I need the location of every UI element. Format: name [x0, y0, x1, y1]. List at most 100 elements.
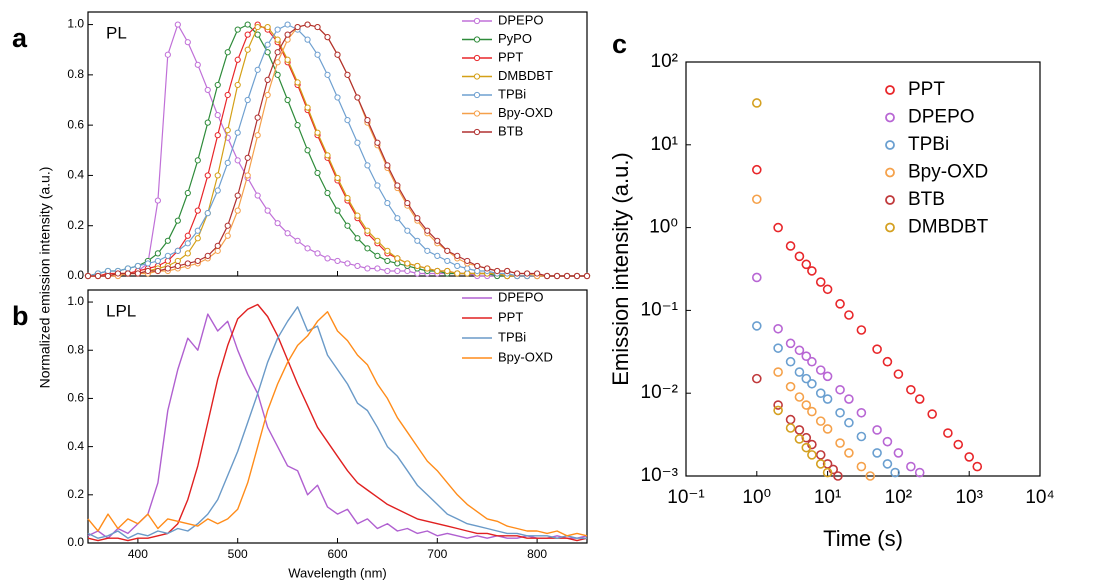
data-point: [254, 31, 261, 38]
series-line: [87, 313, 588, 539]
panel-label: a: [12, 23, 28, 53]
data-point: [801, 259, 812, 270]
y-tick-label: 0.4: [67, 439, 84, 453]
y-tick-label: 10⁻²: [641, 382, 679, 403]
y-axis-label: Emission intensity (a.u.): [608, 152, 633, 386]
data-point: [314, 250, 321, 257]
data-point: [284, 96, 291, 104]
data-point: [833, 471, 843, 481]
y-tick-label: 0.0: [67, 535, 84, 549]
data-point: [414, 215, 421, 222]
data-point: [807, 406, 817, 417]
data-point: [204, 210, 211, 217]
data-point: [927, 409, 937, 419]
data-point: [474, 262, 481, 270]
data-point: [324, 255, 331, 262]
data-point: [334, 207, 341, 214]
data-point: [244, 172, 251, 179]
data-point: [807, 266, 817, 276]
data-point: [751, 321, 762, 331]
y-tick-label: 1.0: [67, 294, 84, 308]
data-point: [244, 21, 251, 28]
data-point: [144, 267, 151, 275]
data-point: [751, 164, 762, 175]
data-point: [274, 49, 281, 56]
data-point: [194, 157, 201, 164]
data-point: [773, 400, 783, 410]
data-point: [234, 157, 241, 164]
data-point: [773, 343, 783, 353]
data-point: [364, 227, 371, 234]
data-point: [364, 162, 371, 169]
data-point: [334, 257, 341, 265]
legend-label: DMBDBT: [498, 68, 553, 83]
data-point: [394, 260, 401, 267]
data-point: [124, 270, 132, 277]
data-point: [244, 154, 251, 161]
data-point: [384, 257, 391, 265]
data-point: [815, 416, 826, 426]
data-point: [822, 467, 833, 478]
data-point: [344, 260, 351, 267]
data-point: [164, 252, 171, 259]
legend-marker: [885, 85, 895, 95]
x-tick-label: 700: [427, 547, 447, 561]
data-point: [284, 21, 291, 28]
panel-annotation: LPL: [106, 301, 136, 320]
legend-marker: [473, 73, 481, 80]
data-point: [801, 442, 812, 453]
data-point: [384, 247, 391, 254]
legend-label: DPEPO: [498, 289, 544, 304]
data-point: [224, 49, 231, 56]
data-point: [822, 371, 833, 382]
data-point: [304, 36, 311, 43]
data-point: [214, 172, 221, 179]
data-point: [354, 262, 361, 270]
data-point: [204, 172, 211, 179]
data-point: [822, 394, 833, 404]
y-tick-label: 0.8: [67, 342, 84, 356]
data-point: [424, 247, 431, 254]
data-point: [454, 252, 461, 259]
data-point: [104, 267, 112, 275]
data-point: [144, 260, 151, 267]
data-point: [304, 104, 311, 111]
data-point: [354, 212, 361, 219]
y-tick-label: 10¹: [651, 134, 678, 155]
y-tick-label: 0.4: [67, 168, 84, 182]
data-point: [234, 81, 241, 89]
data-point: [154, 250, 161, 257]
data-point: [224, 127, 231, 134]
data-point: [914, 394, 925, 404]
data-point: [164, 257, 171, 265]
data-point: [822, 284, 833, 295]
legend-label: BTB: [498, 123, 523, 138]
plot-frame: [87, 289, 588, 544]
data-point: [454, 270, 461, 277]
data-point: [324, 71, 331, 78]
data-point: [334, 51, 341, 58]
data-point: [872, 448, 882, 458]
y-tick-label: 0.0: [67, 268, 84, 282]
y-tick-label: 10⁻¹: [641, 299, 679, 320]
data-point: [444, 247, 451, 254]
data-point: [194, 61, 201, 68]
data-point: [234, 129, 241, 136]
data-point: [801, 351, 812, 361]
data-point: [274, 59, 281, 66]
data-point: [815, 388, 826, 399]
data-point: [504, 267, 511, 275]
data-point: [194, 207, 201, 214]
data-point: [785, 423, 796, 433]
data-point: [573, 272, 581, 280]
data-point: [394, 255, 401, 262]
data-point: [404, 227, 411, 234]
legend-label: TPBi: [908, 134, 949, 155]
data-point: [751, 194, 762, 205]
data-point: [906, 461, 916, 472]
data-point: [494, 267, 501, 275]
data-point: [835, 438, 845, 448]
y-tick-label: 10⁰: [649, 217, 678, 238]
data-point: [84, 272, 92, 280]
data-point: [274, 220, 281, 227]
